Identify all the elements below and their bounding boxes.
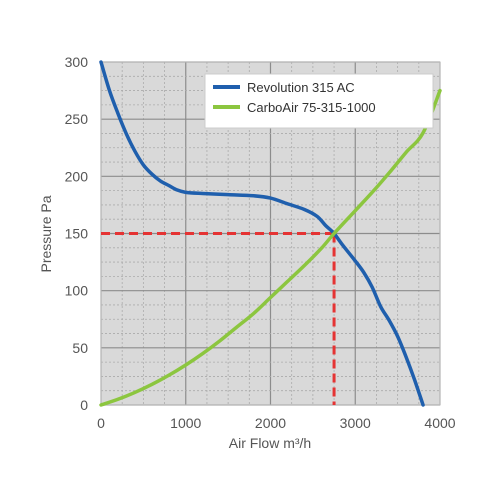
legend-box [204, 73, 434, 129]
x-axis-ticks: 0 1000 2000 3000 4000 [97, 415, 456, 431]
series-lines [99, 60, 442, 407]
legend-label-carboair: CarboAir 75-315-1000 [247, 100, 376, 115]
y-axis-title: Pressure Pa [38, 195, 54, 272]
legend: Revolution 315 AC CarboAir 75-315-1000 [204, 73, 434, 129]
series-line-revolution [99, 60, 425, 407]
legend-label-revolution: Revolution 315 AC [247, 80, 355, 95]
y-axis-ticks: 0 50 100 150 200 250 300 [65, 54, 89, 413]
y-tick-label: 250 [65, 111, 89, 127]
reference-lines [101, 232, 336, 405]
x-axis-title: Air Flow m³/h [229, 435, 311, 451]
y-tick-label: 100 [65, 283, 89, 299]
x-tick-label: 4000 [424, 415, 455, 431]
x-tick-label: 0 [97, 415, 105, 431]
y-tick-label: 50 [72, 340, 88, 356]
y-tick-label: 200 [65, 168, 89, 184]
x-tick-label: 1000 [170, 415, 201, 431]
y-tick-label: 300 [65, 54, 89, 70]
y-tick-label: 0 [80, 397, 88, 413]
x-tick-label: 3000 [340, 415, 371, 431]
x-tick-label: 2000 [255, 415, 286, 431]
series-line-carboair [99, 88, 442, 407]
y-tick-label: 150 [65, 226, 89, 242]
